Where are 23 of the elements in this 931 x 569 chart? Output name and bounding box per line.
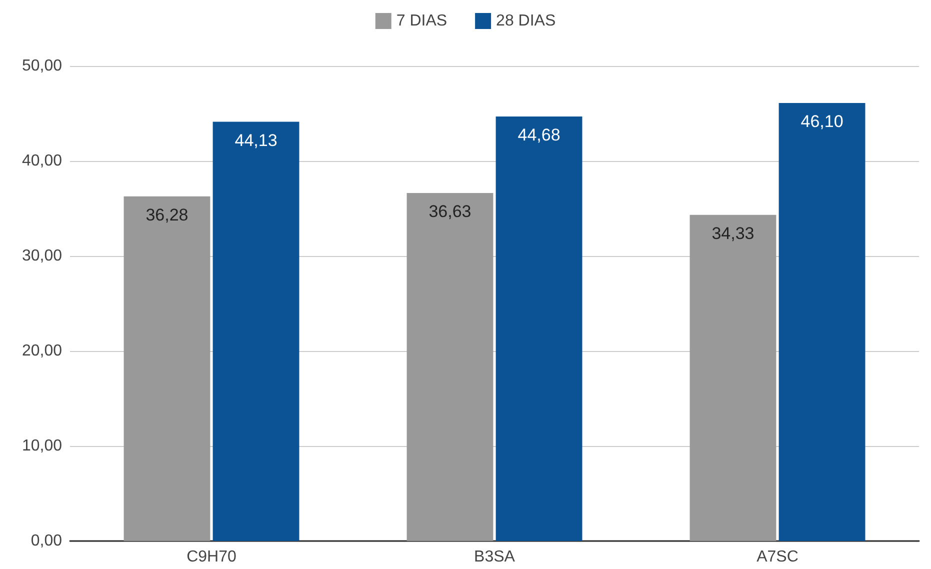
bar xyxy=(212,122,300,541)
data-label: 36,63 xyxy=(428,202,472,222)
y-tick-label: 10,00 xyxy=(22,438,62,454)
x-tick-label: A7SC xyxy=(756,548,798,566)
bar xyxy=(496,116,582,541)
data-label: 44,68 xyxy=(518,126,560,145)
y-tick-label: 0,00 xyxy=(30,532,62,550)
x-tick-label: B3SA xyxy=(474,548,516,566)
bar xyxy=(406,193,494,541)
y-tick-label: 50,00 xyxy=(22,58,62,74)
y-tick-label: 40,00 xyxy=(22,152,62,170)
data-label: 36,28 xyxy=(146,205,188,224)
y-tick-label: 20,00 xyxy=(22,342,62,360)
bar xyxy=(778,103,866,541)
y-tick-label: 30,00 xyxy=(22,248,62,264)
legend-label: 28 DIAS xyxy=(496,12,556,30)
x-tick-label: C9H70 xyxy=(186,548,236,566)
bar xyxy=(124,196,210,541)
data-label: 34,33 xyxy=(712,224,754,243)
data-label: 46,10 xyxy=(800,112,844,132)
bar xyxy=(690,214,776,541)
legend-label: 7 DIAS xyxy=(396,12,448,30)
data-label: 44,13 xyxy=(234,130,278,150)
